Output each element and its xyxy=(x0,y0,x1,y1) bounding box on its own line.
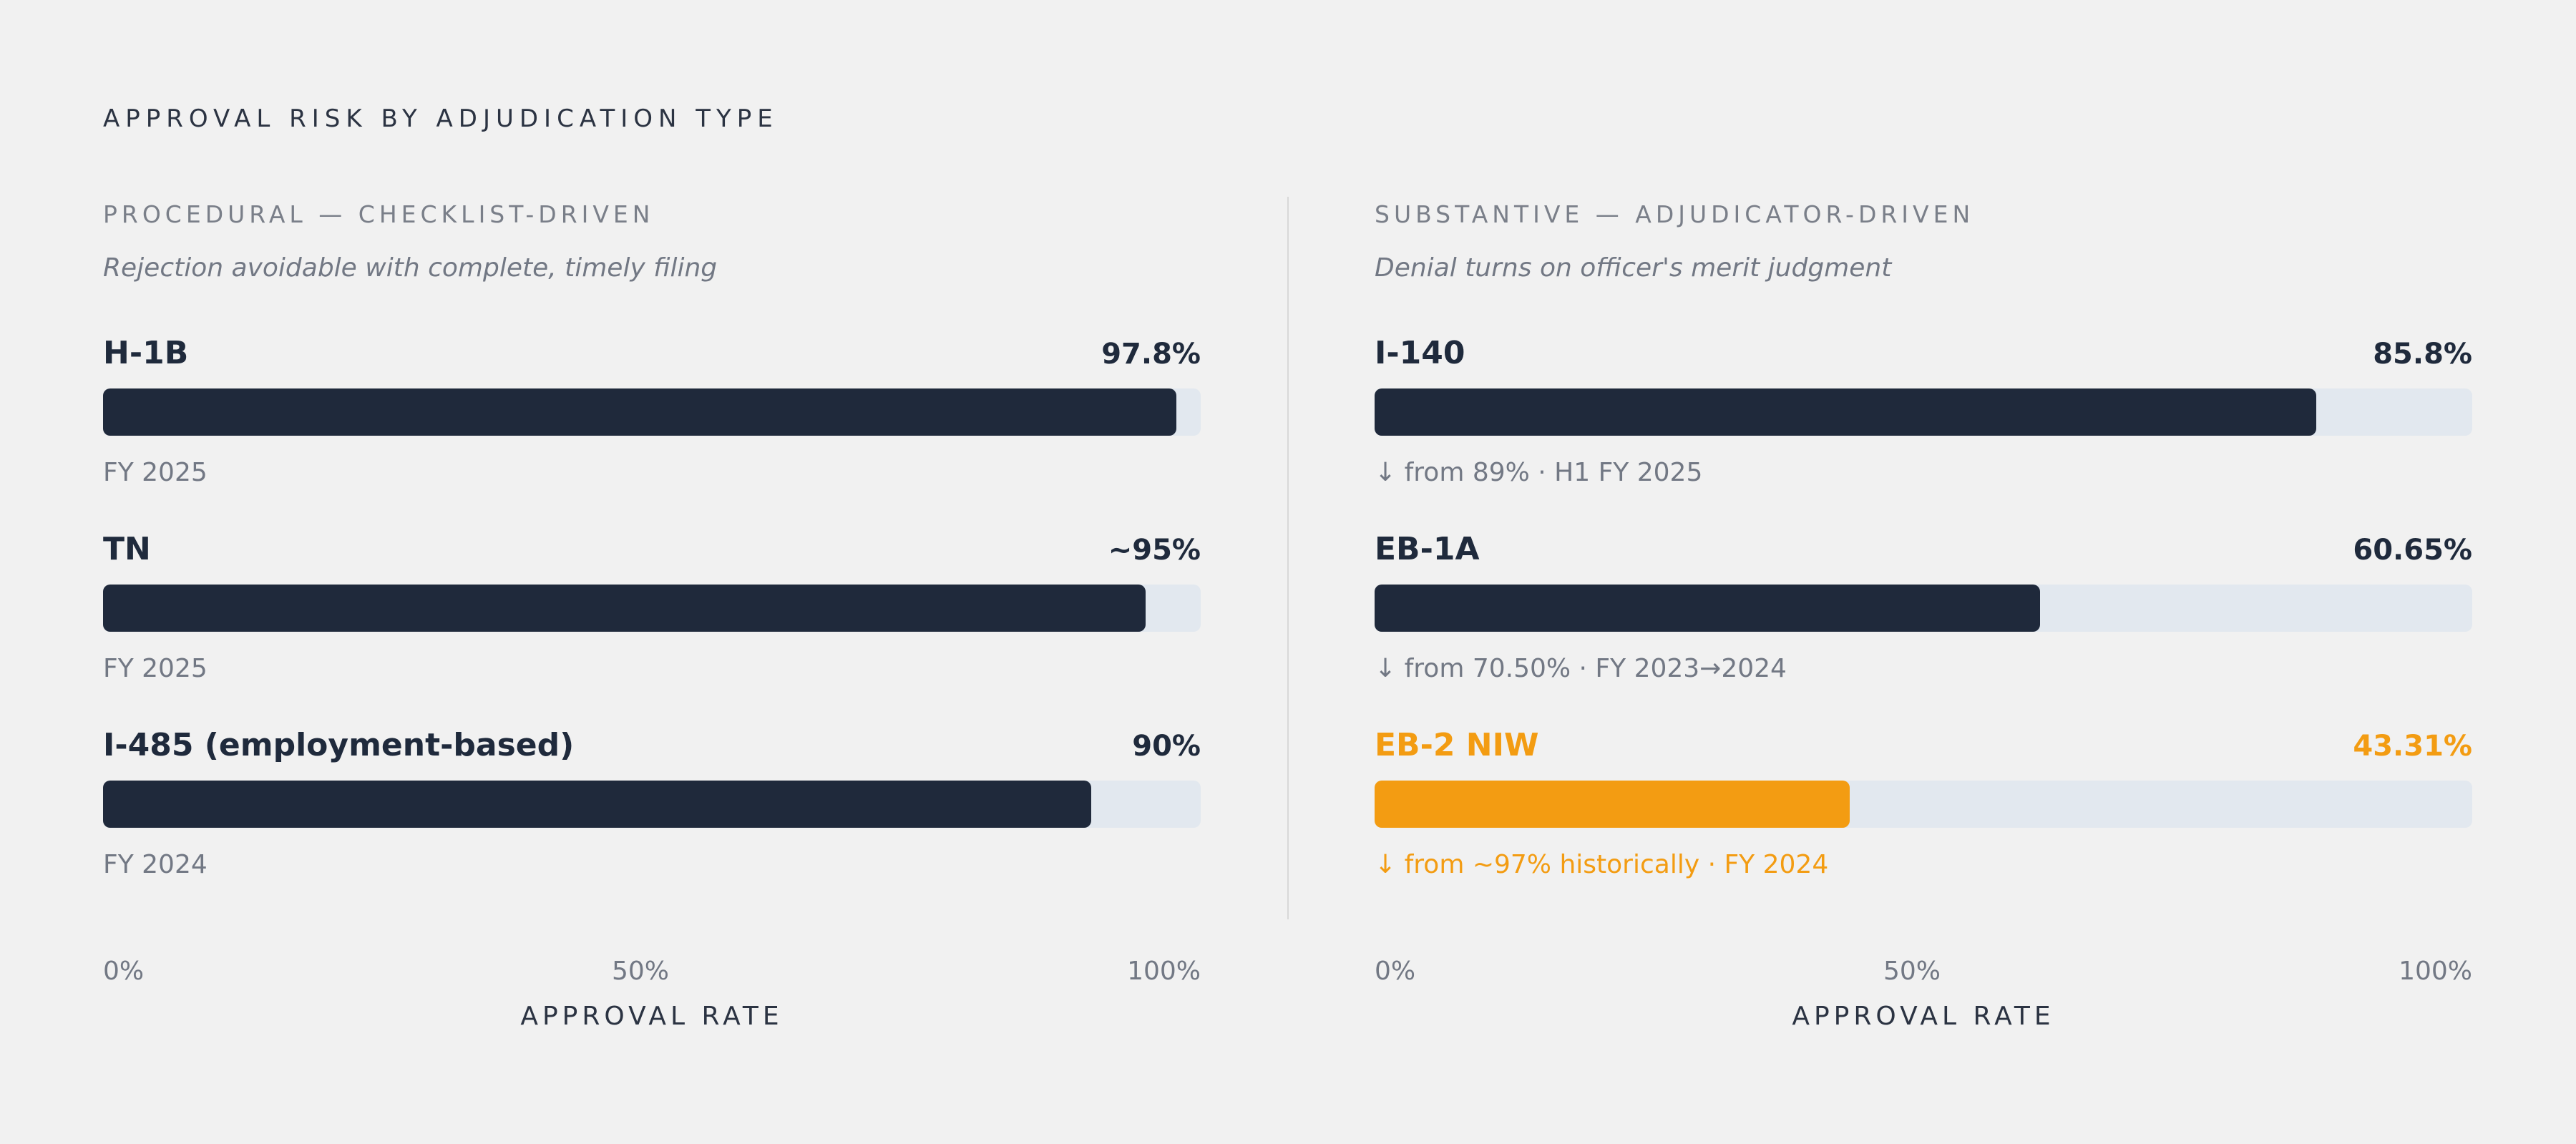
bar-fill xyxy=(1375,781,1850,828)
panel-heading: SUBSTANTIVE — ADJUDICATOR-DRIVEN xyxy=(1375,200,1975,228)
panel-divider xyxy=(1287,197,1289,919)
panel-subtitle: Rejection avoidable with complete, timel… xyxy=(103,253,718,283)
bar-label: EB-2 NIW xyxy=(1375,727,1539,763)
bar-note: ↓ from 70.50% · FY 2023→2024 xyxy=(1375,654,1787,683)
x-axis-title: APPROVAL RATE xyxy=(1792,1002,2055,1031)
x-tick-label: 50% xyxy=(612,957,670,986)
bar-note: FY 2025 xyxy=(103,458,208,487)
bar-track xyxy=(103,388,1201,436)
x-tick-label: 50% xyxy=(1883,957,1941,986)
panel-procedural: PROCEDURAL — CHECKLIST-DRIVEN Rejection … xyxy=(103,0,1201,1144)
bar-label: I-140 xyxy=(1375,335,1465,371)
bar-row-i485: I-485 (employment-based) 90% FY 2024 xyxy=(103,727,1201,891)
bar-value-label: 85.8% xyxy=(2373,338,2472,371)
bar-note: ↓ from 89% · H1 FY 2025 xyxy=(1375,458,1703,487)
bar-fill xyxy=(103,781,1091,828)
bar-row-i140: I-140 85.8% ↓ from 89% · H1 FY 2025 xyxy=(1375,335,2472,499)
bar-label: I-485 (employment-based) xyxy=(103,727,575,763)
bar-label: H-1B xyxy=(103,335,189,371)
bar-row-eb1a: EB-1A 60.65% ↓ from 70.50% · FY 2023→202… xyxy=(1375,531,2472,695)
bar-track xyxy=(103,781,1201,828)
bar-track xyxy=(1375,388,2472,436)
bar-row-h1b: H-1B 97.8% FY 2025 xyxy=(103,335,1201,499)
bar-row-eb2-niw: EB-2 NIW 43.31% ↓ from ~97% historically… xyxy=(1375,727,2472,891)
bar-label: TN xyxy=(103,531,151,567)
bar-note: FY 2025 xyxy=(103,654,208,683)
panel-heading: PROCEDURAL — CHECKLIST-DRIVEN xyxy=(103,200,655,228)
x-tick-label: 0% xyxy=(1375,957,1416,986)
bar-note: ↓ from ~97% historically · FY 2024 xyxy=(1375,850,1829,879)
bar-track xyxy=(1375,585,2472,632)
bar-fill xyxy=(103,388,1177,436)
x-tick-label: 0% xyxy=(103,957,145,986)
bar-value-label: 60.65% xyxy=(2353,534,2472,567)
x-tick-label: 100% xyxy=(2399,957,2472,986)
bar-fill xyxy=(1375,585,2041,632)
bar-value-label: 43.31% xyxy=(2353,730,2472,763)
bar-note: FY 2024 xyxy=(103,850,208,879)
bar-value-label: 97.8% xyxy=(1101,338,1201,371)
panel-subtitle: Denial turns on officer's merit judgment xyxy=(1375,253,1892,283)
bar-row-tn: TN ~95% FY 2025 xyxy=(103,531,1201,695)
bar-track xyxy=(1375,781,2472,828)
x-axis-title: APPROVAL RATE xyxy=(520,1002,784,1031)
x-tick-label: 100% xyxy=(1127,957,1201,986)
chart-title: APPROVAL RISK BY ADJUDICATION TYPE xyxy=(103,104,779,133)
panel-substantive: SUBSTANTIVE — ADJUDICATOR-DRIVEN Denial … xyxy=(1375,0,2472,1144)
bar-track xyxy=(103,585,1201,632)
bar-value-label: 90% xyxy=(1132,730,1201,763)
bar-value-label: ~95% xyxy=(1108,534,1201,567)
bar-fill xyxy=(103,585,1146,632)
bar-fill xyxy=(1375,388,2317,436)
bar-label: EB-1A xyxy=(1375,531,1480,567)
